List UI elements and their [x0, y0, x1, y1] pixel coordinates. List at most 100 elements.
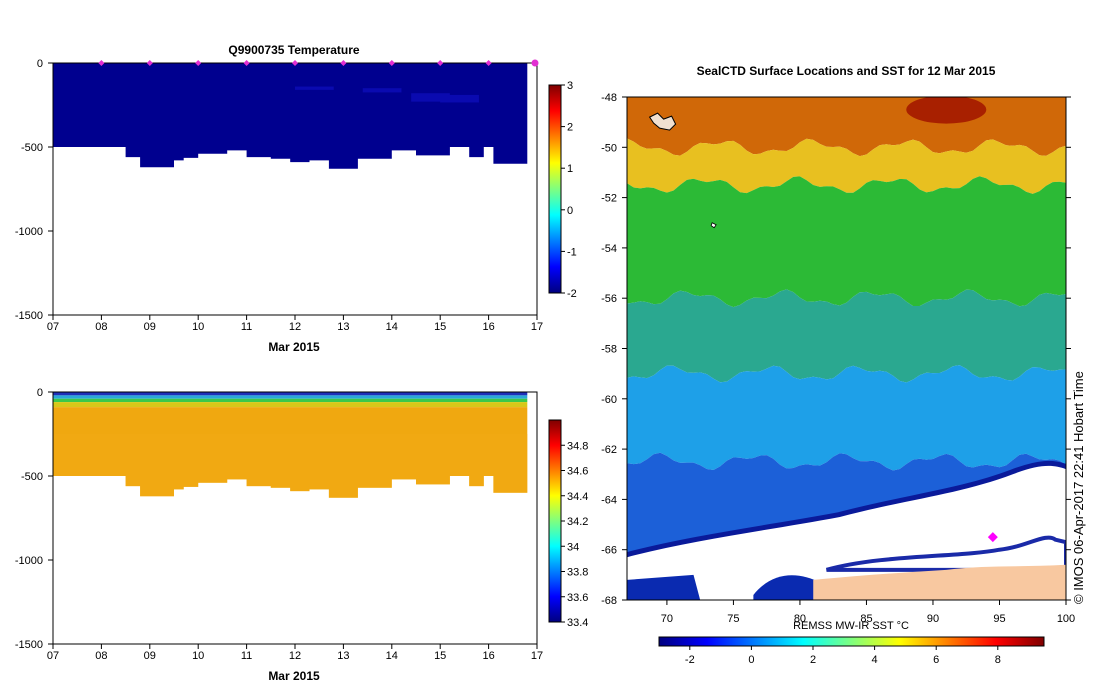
profile-marker [195, 60, 202, 66]
temperature-patch [440, 94, 479, 103]
temperature-y-axis: 0 -500 -1000 -1500 [15, 58, 53, 322]
latitude-axis: -48 -50 -52 -54 -56 -58 -60 -62 -64 -66 -68 [601, 92, 1071, 607]
x-tick-label: 10 [192, 321, 204, 333]
colorbar-gradient [548, 419, 562, 623]
sst-colorbar-label: REMSS MW-IR SST °C [793, 620, 909, 632]
y-tick-label: 0 [37, 387, 43, 399]
x-tick-label: 13 [337, 650, 349, 662]
lat-tick-label: -56 [601, 293, 617, 305]
colorbar-tick-label: 34 [567, 541, 579, 553]
salinity-x-label: Mar 2015 [268, 669, 320, 683]
x-tick-label: 11 [241, 650, 252, 662]
lat-tick-label: -58 [601, 344, 617, 356]
colorbar-tick-label: 33.6 [567, 592, 588, 604]
profile-marker [340, 60, 347, 66]
lat-tick-label: -52 [601, 193, 617, 205]
x-tick-label: 16 [482, 321, 494, 333]
temperature-patch [411, 93, 450, 102]
sst-band [627, 289, 1066, 383]
x-tick-label: 16 [482, 650, 494, 662]
x-tick-label: 17 [531, 321, 543, 333]
profile-marker [98, 60, 105, 66]
lat-tick-label: -62 [601, 444, 617, 456]
sst-map-panel: SealCTD Surface Locations and SST for 12… [601, 64, 1086, 666]
temperature-x-label: Mar 2015 [268, 340, 320, 354]
profile-marker [531, 59, 539, 67]
depth-coverage [53, 63, 528, 169]
x-tick-label: 08 [95, 650, 107, 662]
colorbar-tick-label: 33.4 [567, 617, 588, 629]
sst-colorbar-tick-label: 4 [872, 654, 878, 666]
sst-band [627, 365, 1066, 471]
temperature-data-area [53, 63, 528, 169]
salinity-y-axis: 0 -500 -1000 -1500 [15, 387, 53, 651]
sea-ice [627, 465, 1066, 600]
y-tick-label: 0 [37, 58, 43, 70]
sst-colorbar-gradient [658, 636, 1045, 647]
x-tick-label: 13 [337, 321, 349, 333]
heard-island [710, 222, 717, 229]
colorbar-tick-label: 34.6 [567, 466, 588, 478]
lat-tick-label: -68 [601, 595, 617, 607]
profile-marker [388, 60, 395, 66]
sst-band [627, 176, 1066, 308]
lat-tick-label: -54 [601, 243, 617, 255]
y-tick-label: -500 [21, 142, 43, 154]
colorbar-tick-label: 34.4 [567, 491, 588, 503]
depth-coverage [53, 392, 528, 498]
salinity-layer [53, 402, 528, 408]
profile-marker [243, 60, 250, 66]
x-tick-label: 14 [386, 650, 398, 662]
salinity-layer [53, 392, 528, 396]
lon-tick-label: 90 [927, 613, 939, 625]
imos-credit: © IMOS 06-Apr-2017 22:41 Hobart Time [1071, 371, 1086, 604]
y-tick-label: -1500 [15, 310, 43, 322]
seal-location-marker [987, 532, 998, 543]
colorbar-tick-label: 3 [567, 80, 573, 92]
x-tick-label: 17 [531, 650, 543, 662]
sst-colorbar-tick-label: 0 [748, 654, 754, 666]
sst-colorbar: -2 0 2 4 6 8 [658, 636, 1045, 666]
x-tick-label: 11 [241, 321, 252, 333]
kerguelen-island [648, 112, 677, 131]
y-tick-label: -1500 [15, 639, 43, 651]
colorbar-tick-label: 1 [567, 163, 573, 175]
colorbar-tick-label: 2 [567, 122, 573, 134]
sst-band [627, 138, 1066, 194]
lon-tick-label: 75 [727, 613, 739, 625]
temperature-title: Q9900735 Temperature [228, 43, 360, 57]
colorbar-tick-label: 0 [567, 205, 573, 217]
salinity-panel: 07 08 09 10 11 12 13 14 15 16 17 0 -500 -1000 -1500 M… [15, 387, 589, 683]
sst-colorbar-tick-label: 2 [810, 654, 816, 666]
colorbar-tick-label: 33.8 [567, 567, 588, 579]
x-tick-label: 10 [192, 650, 204, 662]
coastal-water [627, 574, 701, 600]
lat-tick-label: -48 [601, 92, 617, 104]
x-tick-label: 12 [289, 321, 301, 333]
profile-marker [437, 60, 444, 66]
colorbar-tick-label: 34.8 [567, 440, 588, 452]
profile-marker [146, 60, 153, 66]
salinity-deep-band [53, 434, 528, 498]
profile-marker [485, 60, 492, 66]
colorbar-tick-label: -2 [567, 288, 577, 300]
salinity-layer [53, 398, 528, 403]
longitude-axis: 70 75 80 85 90 95 100 [661, 600, 1075, 625]
profile-marker [292, 60, 298, 66]
x-tick-label: 14 [386, 321, 398, 333]
x-tick-label: 12 [289, 650, 301, 662]
temperature-patch [362, 88, 402, 93]
sst-colorbar-tick-label: 8 [995, 654, 1001, 666]
coastal-water [753, 575, 820, 600]
temperature-field [53, 63, 528, 169]
salinity-data-area [53, 392, 528, 498]
colorbar-gradient [548, 84, 562, 294]
salinity-layer [53, 395, 528, 399]
x-tick-label: 15 [434, 321, 446, 333]
x-tick-label: 08 [95, 321, 107, 333]
temperature-patch [295, 86, 334, 90]
antarctic-land [813, 564, 1066, 600]
lon-tick-label: 95 [993, 613, 1005, 625]
temperature-panel: Q9900735 Temperature 07 08 09 10 11 12 13 14 15 1… [15, 43, 577, 354]
